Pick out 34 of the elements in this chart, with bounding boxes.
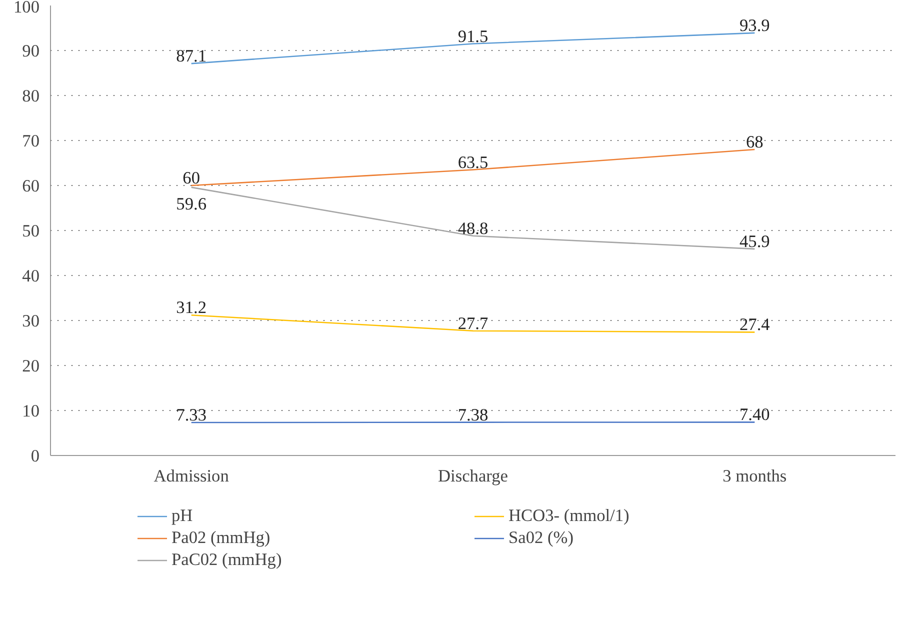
legend-label: PaC02 (mmHg) xyxy=(172,550,283,570)
y-tick-label: 20 xyxy=(22,356,40,376)
x-tick-label: Admission xyxy=(154,466,230,486)
y-tick-label: 40 xyxy=(22,266,40,286)
legend-label: pH xyxy=(172,506,194,526)
y-tick-label: 70 xyxy=(22,132,40,150)
data-label: 27.7 xyxy=(458,314,488,333)
data-label: 63.5 xyxy=(458,152,488,172)
data-label: 60 xyxy=(182,168,200,188)
data-label: 93.9 xyxy=(740,16,770,35)
y-tick-label: 50 xyxy=(22,222,40,240)
y-tick-label: 60 xyxy=(22,176,40,196)
legend-label: Pa02 (mmHg) xyxy=(172,528,272,548)
y-tick-label: 90 xyxy=(22,42,40,60)
y-tick-label: 100 xyxy=(14,0,40,16)
y-tick-label: 80 xyxy=(22,86,40,106)
x-tick-label: 3 months xyxy=(722,466,787,486)
data-label: 7.38 xyxy=(458,405,488,424)
x-tick-label: Discharge xyxy=(438,466,508,486)
legend-label: Sa02 (%) xyxy=(508,528,574,548)
data-label: 31.2 xyxy=(176,298,206,318)
data-label: 59.6 xyxy=(176,194,207,214)
data-label: 27.4 xyxy=(740,315,770,334)
data-label: 87.1 xyxy=(176,46,206,66)
y-tick-label: 10 xyxy=(22,402,40,420)
data-label: 48.8 xyxy=(458,218,488,238)
legend-label: HCO3- (mmol/1) xyxy=(508,506,630,526)
data-label: 68 xyxy=(746,132,764,152)
data-label: 45.9 xyxy=(740,232,770,251)
data-label: 7.33 xyxy=(176,406,206,425)
y-tick-label: 30 xyxy=(22,312,40,330)
y-tick-label: 0 xyxy=(30,446,40,466)
data-label: 7.40 xyxy=(740,405,770,424)
data-label: 91.5 xyxy=(458,26,488,46)
